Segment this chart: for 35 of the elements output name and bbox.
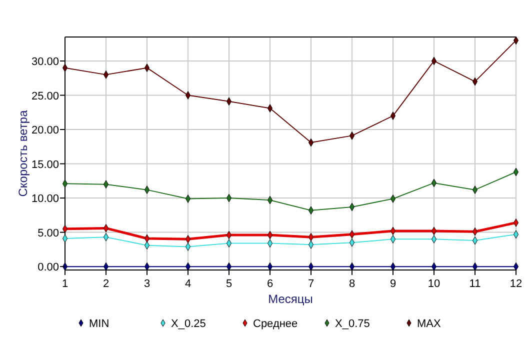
- y-tick-label: 5.00: [38, 227, 59, 240]
- y-tick-label: 25.00: [31, 90, 59, 102]
- x-tick-label: 6: [266, 278, 274, 290]
- x-tick-label: 2: [102, 278, 110, 290]
- y-tick-label: 10.00: [31, 193, 59, 206]
- x-tick-label: 1: [62, 278, 68, 290]
- x-tick-label: 3: [144, 278, 150, 290]
- legend-label: MIN: [89, 318, 110, 330]
- legend-label: MAX: [417, 318, 442, 330]
- point: [185, 91, 191, 100]
- point: [267, 104, 273, 112]
- point: [267, 239, 273, 248]
- y-tick-label: 20.00: [31, 124, 59, 137]
- x-tick-label: 10: [428, 278, 440, 290]
- x-tick-label: 4: [184, 278, 192, 290]
- y-tick-label: 30.00: [31, 56, 59, 68]
- point: [103, 224, 109, 232]
- x-tick-label: 8: [348, 278, 356, 290]
- y-tick-label: 15.00: [31, 158, 59, 171]
- x-tick-label: 11: [469, 278, 481, 290]
- legend-label: X_0.75: [335, 318, 370, 330]
- x-tick-label: 7: [308, 278, 314, 290]
- point: [513, 218, 519, 227]
- point: [185, 194, 191, 203]
- y-axis-title: Скорость ветра: [16, 110, 30, 197]
- point: [226, 239, 232, 248]
- point: [185, 242, 191, 251]
- legend-label: X_0.25: [171, 318, 206, 330]
- y-tick-label: 0.00: [38, 262, 59, 274]
- x-tick-label: 9: [390, 278, 396, 290]
- legend-label: Среднее: [253, 318, 298, 330]
- x-tick-label: 5: [226, 278, 232, 290]
- x-axis-title: Месяцы: [268, 292, 313, 306]
- x-tick-label: 12: [510, 278, 522, 290]
- point: [390, 194, 396, 203]
